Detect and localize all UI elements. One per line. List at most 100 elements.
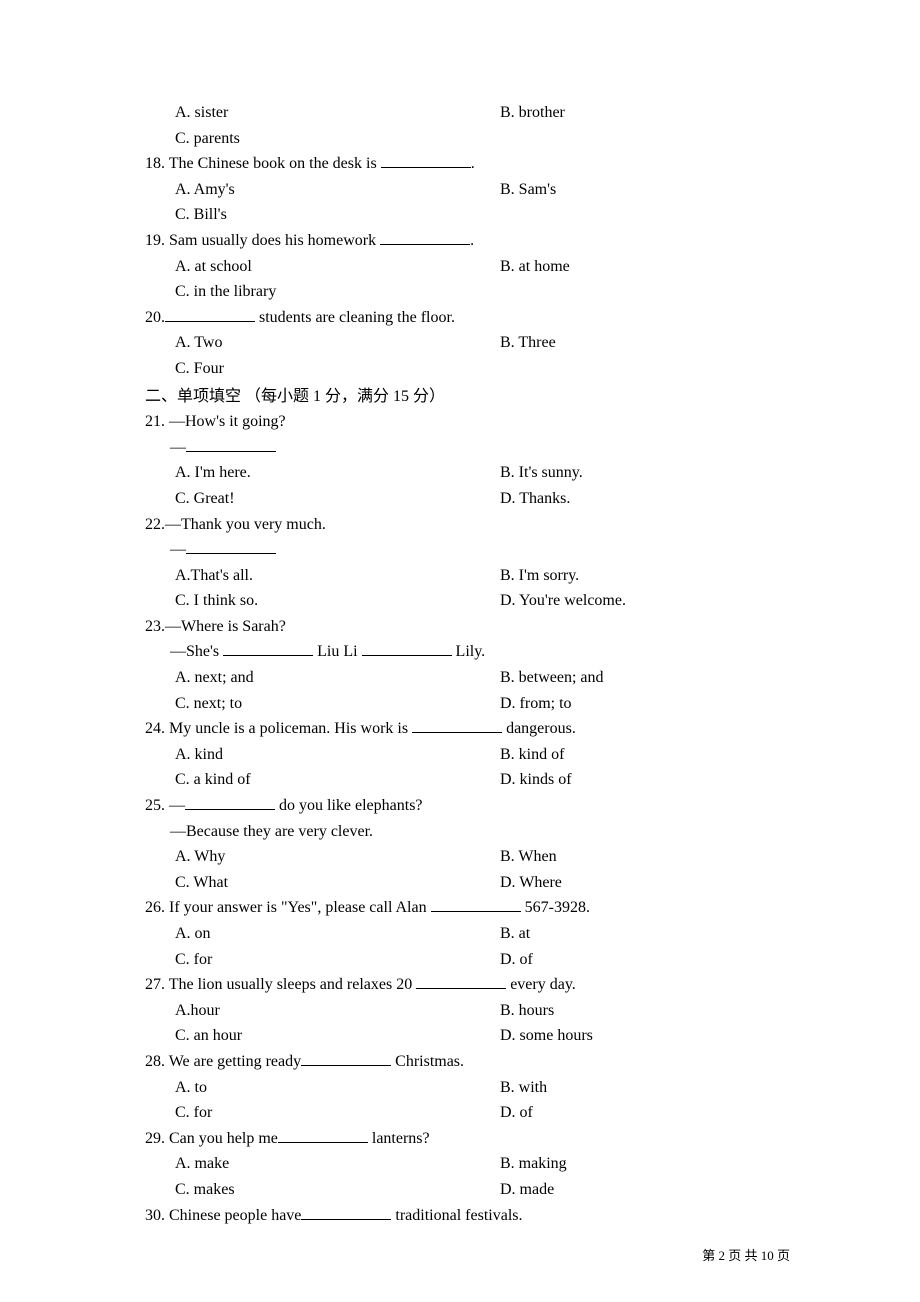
q17-option-a: A. sister [145, 100, 500, 126]
q28-post: Christmas. [391, 1053, 464, 1070]
q19-post: . [470, 232, 474, 249]
q27-options-row-1: A.hour B. hours [145, 998, 790, 1024]
q23-option-b: B. between; and [500, 665, 790, 691]
q29-option-c: C. makes [145, 1177, 500, 1203]
q25-option-c: C. What [145, 870, 500, 896]
q26-options-row-1: A. on B. at [145, 921, 790, 947]
q29-blank [278, 1142, 368, 1143]
q18-option-a: A. Amy's [145, 177, 500, 203]
q29-pre: 29. Can you help me [145, 1130, 278, 1147]
q28-option-c: C. for [145, 1100, 500, 1126]
page-number: 第 2 页 共 10 页 [702, 1246, 790, 1267]
q28-blank [301, 1065, 391, 1066]
q28-pre: 28. We are getting ready [145, 1053, 301, 1070]
q18-option-c: C. Bill's [145, 202, 790, 228]
q29-question: 29. Can you help me lanterns? [145, 1126, 790, 1152]
q17-option-b: B. brother [500, 100, 790, 126]
q23-option-c: C. next; to [145, 691, 500, 717]
q26-option-c: C. for [145, 947, 500, 973]
q19-pre: 19. Sam usually does his homework [145, 232, 380, 249]
q30-blank [301, 1219, 391, 1220]
q26-options-row-2: C. for D. of [145, 947, 790, 973]
q24-options-row-1: A. kind B. kind of [145, 742, 790, 768]
q24-post: dangerous. [502, 720, 576, 737]
q27-option-b: B. hours [500, 998, 790, 1024]
q20-post: students are cleaning the floor. [255, 309, 455, 326]
page-pre: 第 [702, 1248, 718, 1263]
q22-line1: 22.—Thank you very much. [145, 512, 790, 538]
q28-option-b: B. with [500, 1075, 790, 1101]
q24-option-a: A. kind [145, 742, 500, 768]
q22-blank [186, 553, 276, 554]
q20-pre: 20. [145, 309, 165, 326]
q28-question: 28. We are getting ready Christmas. [145, 1049, 790, 1075]
q22-options-row-2: C. I think so. D. You're welcome. [145, 588, 790, 614]
q24-blank [412, 732, 502, 733]
q23-line2-pre: —She's [170, 643, 223, 660]
q25-line1-post: do you like elephants? [275, 797, 423, 814]
q27-option-c: C. an hour [145, 1023, 500, 1049]
q28-options-row-1: A. to B. with [145, 1075, 790, 1101]
q22-line2-pre: — [170, 541, 186, 558]
q25-option-d: D. Where [500, 870, 790, 896]
q30-post: traditional festivals. [391, 1207, 522, 1224]
q24-question: 24. My uncle is a policeman. His work is… [145, 716, 790, 742]
q27-option-a: A.hour [145, 998, 500, 1024]
q19-options-row-1: A. at school B. at home [145, 254, 790, 280]
q25-options-row-2: C. What D. Where [145, 870, 790, 896]
q29-options-row-2: C. makes D. made [145, 1177, 790, 1203]
q21-line1: 21. —How's it going? [145, 409, 790, 435]
q26-blank [431, 911, 521, 912]
q25-options-row-1: A. Why B. When [145, 844, 790, 870]
q17-options-row-1: A. sister B. brother [145, 100, 790, 126]
q25-line2: —Because they are very clever. [145, 819, 790, 845]
q21-option-c: C. Great! [145, 486, 500, 512]
q25-option-a: A. Why [145, 844, 500, 870]
q18-pre: 18. The Chinese book on the desk is [145, 155, 381, 172]
q30-pre: 30. Chinese people have [145, 1207, 301, 1224]
q18-option-b: B. Sam's [500, 177, 790, 203]
q26-question: 26. If your answer is "Yes", please call… [145, 895, 790, 921]
q26-option-d: D. of [500, 947, 790, 973]
q20-option-a: A. Two [145, 330, 500, 356]
q27-option-d: D. some hours [500, 1023, 790, 1049]
q24-option-b: B. kind of [500, 742, 790, 768]
q22-option-c: C. I think so. [145, 588, 500, 614]
q23-line2: —She's Liu Li Lily. [145, 639, 790, 665]
q27-post: every day. [506, 976, 576, 993]
q20-blank [165, 321, 255, 322]
q21-option-b: B. It's sunny. [500, 460, 790, 486]
q19-option-c: C. in the library [145, 279, 790, 305]
q25-option-b: B. When [500, 844, 790, 870]
q22-option-b: B. I'm sorry. [500, 563, 790, 589]
q24-option-d: D. kinds of [500, 767, 790, 793]
q22-line2: — [145, 537, 790, 563]
q25-blank [185, 809, 275, 810]
q21-option-d: D. Thanks. [500, 486, 790, 512]
q29-options-row-1: A. make B. making [145, 1151, 790, 1177]
q23-blank-2 [362, 655, 452, 656]
q20-option-b: B. Three [500, 330, 790, 356]
q23-line2-post: Lily. [452, 643, 486, 660]
q20-options-row-1: A. Two B. Three [145, 330, 790, 356]
q23-option-d: D. from; to [500, 691, 790, 717]
q23-line2-mid: Liu Li [313, 643, 361, 660]
q23-option-a: A. next; and [145, 665, 500, 691]
q29-option-b: B. making [500, 1151, 790, 1177]
q19-question: 19. Sam usually does his homework . [145, 228, 790, 254]
q23-line1: 23.—Where is Sarah? [145, 614, 790, 640]
q27-pre: 27. The lion usually sleeps and relaxes … [145, 976, 416, 993]
q30-question: 30. Chinese people have traditional fest… [145, 1203, 790, 1229]
section-2-header: 二、单项填空 （每小题 1 分，满分 15 分） [145, 384, 790, 410]
q21-line2-pre: — [170, 439, 186, 456]
q26-option-a: A. on [145, 921, 500, 947]
q28-option-a: A. to [145, 1075, 500, 1101]
q29-option-d: D. made [500, 1177, 790, 1203]
q20-option-c: C. Four [145, 356, 790, 382]
q27-blank [416, 988, 506, 989]
q26-pre: 26. If your answer is "Yes", please call… [145, 899, 431, 916]
page-total: 10 [761, 1248, 774, 1263]
q18-blank [381, 167, 471, 168]
q24-options-row-2: C. a kind of D. kinds of [145, 767, 790, 793]
q17-option-c: C. parents [145, 126, 790, 152]
